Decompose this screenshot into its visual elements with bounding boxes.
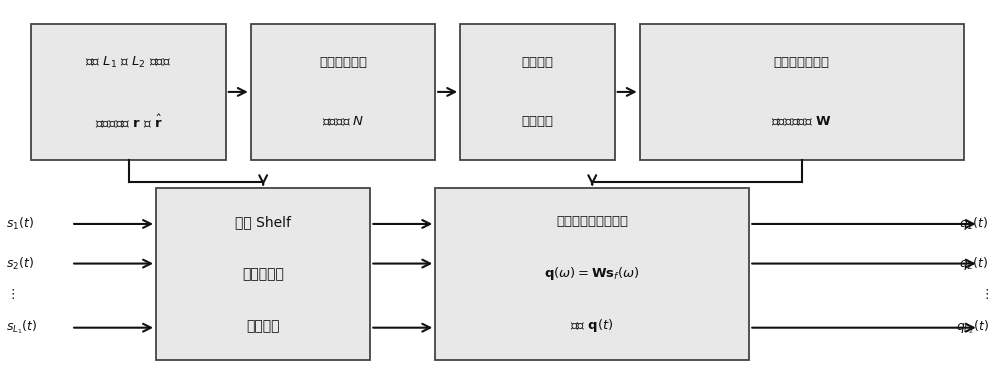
Text: 计算球谐展开: 计算球谐展开 — [319, 56, 367, 69]
Text: $q_1(t)$: $q_1(t)$ — [959, 215, 989, 233]
FancyBboxPatch shape — [156, 188, 370, 360]
Text: 匹配模型: 匹配模型 — [521, 115, 553, 128]
Text: 滤波器进行: 滤波器进行 — [242, 267, 284, 281]
Text: $s_{L_1}(t)$: $s_{L_1}(t)$ — [6, 319, 38, 336]
Text: 根据多声道转换模型: 根据多声道转换模型 — [556, 215, 628, 228]
Text: 扬声器布局 $\mathbf{r}$ 和 $\hat{\mathbf{r}}$: 扬声器布局 $\mathbf{r}$ 和 $\hat{\mathbf{r}}$ — [95, 113, 162, 130]
FancyBboxPatch shape — [460, 24, 615, 160]
Text: $\vdots$: $\vdots$ — [980, 287, 989, 301]
Text: $s_2(t)$: $s_2(t)$ — [6, 255, 34, 272]
Text: 采用矩阵求逆法: 采用矩阵求逆法 — [774, 56, 830, 69]
Text: $s_1(t)$: $s_1(t)$ — [6, 216, 34, 232]
Text: $\mathbf{q}(\omega) = \mathbf{W}\mathbf{s}_f(\omega)$: $\mathbf{q}(\omega) = \mathbf{W}\mathbf{… — [544, 266, 640, 282]
Text: 所需阶数 $N$: 所需阶数 $N$ — [322, 115, 364, 128]
Text: 求解 $\mathbf{q}(t)$: 求解 $\mathbf{q}(t)$ — [570, 317, 614, 334]
FancyBboxPatch shape — [31, 24, 226, 160]
Text: $q_2(t)$: $q_2(t)$ — [959, 255, 989, 272]
Text: 建立声压: 建立声压 — [521, 56, 553, 69]
Text: 求解转换矩阵 $\mathbf{W}$: 求解转换矩阵 $\mathbf{W}$ — [771, 115, 832, 128]
FancyBboxPatch shape — [251, 24, 435, 160]
FancyBboxPatch shape — [640, 24, 964, 160]
FancyBboxPatch shape — [435, 188, 749, 360]
Text: 采用 Shelf: 采用 Shelf — [235, 215, 291, 229]
Text: $q_{L_2}(t)$: $q_{L_2}(t)$ — [956, 319, 989, 336]
Text: $\vdots$: $\vdots$ — [6, 287, 15, 301]
Text: 获取 $L_1$ 和 $L_2$ 声道的: 获取 $L_1$ 和 $L_2$ 声道的 — [85, 55, 172, 70]
Text: 近场补偿: 近场补偿 — [246, 319, 280, 333]
